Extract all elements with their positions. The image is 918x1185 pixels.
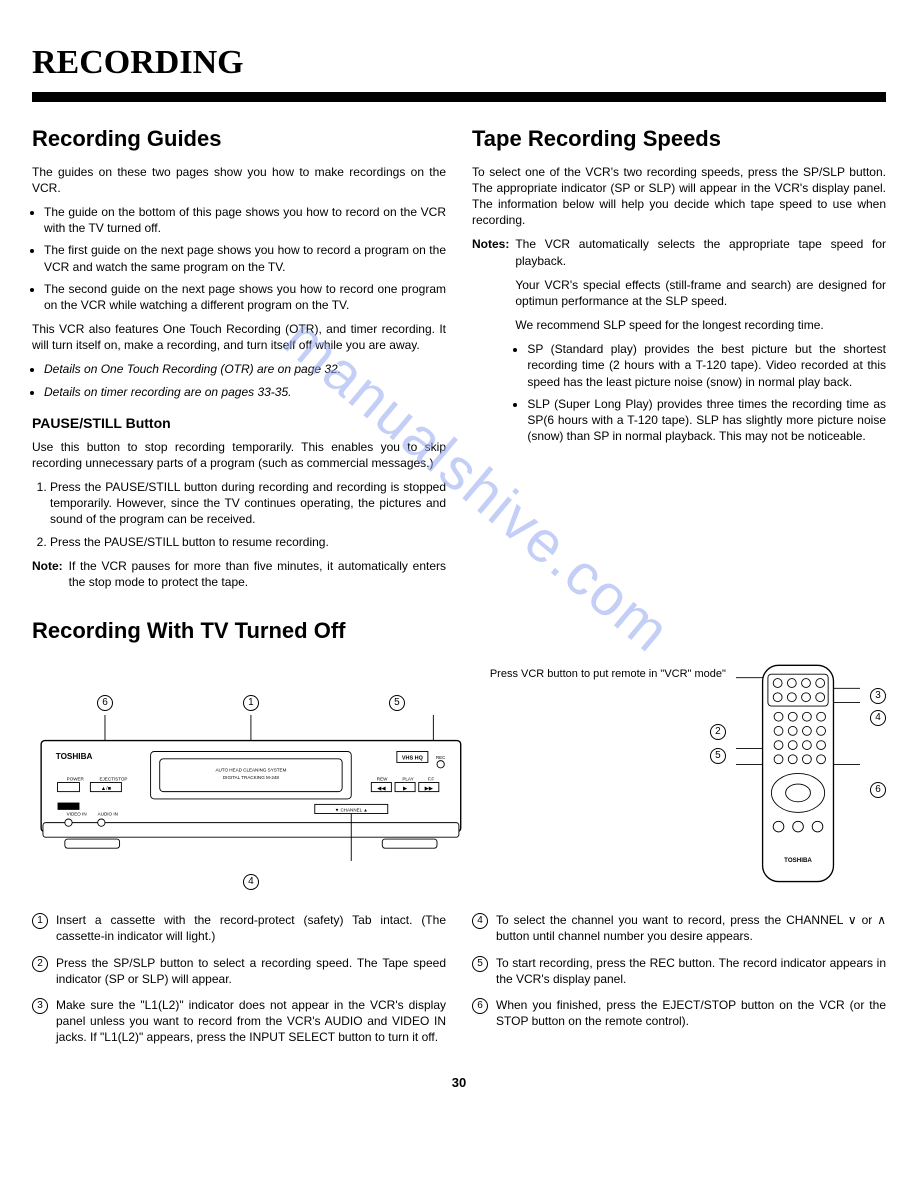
diagram-area: 6 1 5 TOSHIBA AUTO HEAD CLEANING SYSTEM … (32, 660, 886, 890)
step: 6 When you finished, press the EJECT/STO… (472, 997, 886, 1029)
pause-step: Press the PAUSE/STILL button to resume r… (50, 534, 446, 550)
callout-6: 6 (870, 782, 886, 798)
guides-bullets: The guide on the bottom of this page sho… (32, 204, 446, 313)
pause-step: Press the PAUSE/STILL button during reco… (50, 479, 446, 528)
pause-paragraph: Use this button to stop recording tempor… (32, 439, 446, 471)
svg-text:PLAY: PLAY (402, 777, 413, 782)
svg-text:AUDIO IN: AUDIO IN (98, 812, 118, 817)
remote-diagram: Press VCR button to put remote in "VCR" … (490, 660, 886, 890)
vcr-label1: AUTO HEAD CLEANING SYSTEM (215, 768, 286, 773)
step-text: To select the channel you want to record… (496, 912, 886, 944)
remote-caption: Press VCR button to put remote in "VCR" … (490, 668, 726, 682)
callout-5: 5 (389, 695, 405, 711)
step-text: Make sure the "L1(L2)" indicator does no… (56, 997, 446, 1046)
note-body: If the VCR pauses for more than five min… (69, 558, 446, 590)
svg-text:▼ CHANNEL ▲: ▼ CHANNEL ▲ (335, 808, 368, 813)
vcr-top-callouts: 6 1 5 (32, 693, 470, 711)
recording-tv-off-heading: Recording With TV Turned Off (32, 616, 886, 646)
step-num: 5 (472, 956, 488, 972)
svg-text:F.F: F.F (428, 777, 435, 782)
callout-2: 2 (710, 724, 726, 740)
otr-paragraph: This VCR also features One Touch Recordi… (32, 321, 446, 353)
vcr-diagram: 6 1 5 TOSHIBA AUTO HEAD CLEANING SYSTEM … (32, 693, 470, 890)
svg-text:▶▶: ▶▶ (425, 786, 433, 792)
pause-heading: PAUSE/STILL Button (32, 414, 446, 433)
svg-text:TOSHIBA: TOSHIBA (784, 857, 812, 864)
callout-3: 3 (870, 688, 886, 704)
detail-timer: Details on timer recording are on pages … (44, 384, 446, 400)
callout-6: 6 (97, 695, 113, 711)
steps-left: 1 Insert a cassette with the record-prot… (32, 912, 446, 1055)
pause-steps: Press the PAUSE/STILL button during reco… (32, 479, 446, 550)
step: 2 Press the SP/SLP button to select a re… (32, 955, 446, 987)
right-column: Tape Recording Speeds To select one of t… (472, 124, 886, 598)
step: 1 Insert a cassette with the record-prot… (32, 912, 446, 944)
svg-text:REW: REW (377, 777, 388, 782)
speed-note: Your VCR's special effects (still-frame … (515, 277, 886, 309)
guide-bullet: The guide on the bottom of this page sho… (44, 204, 446, 236)
recording-guides-heading: Recording Guides (32, 124, 446, 154)
sp-bullet: SP (Standard play) provides the best pic… (527, 341, 886, 390)
svg-text:EJECT/STOP: EJECT/STOP (100, 777, 128, 782)
guides-intro: The guides on these two pages show you h… (32, 164, 446, 196)
step: 4 To select the channel you want to reco… (472, 912, 886, 944)
speed-note: The VCR automatically selects the approp… (515, 236, 886, 268)
svg-text:VIDEO IN: VIDEO IN (67, 812, 87, 817)
title-rule (32, 92, 886, 102)
left-column: Recording Guides The guides on these two… (32, 124, 446, 598)
svg-text:▶: ▶ (403, 786, 407, 792)
vcr-label2: DIGITAL TRACKING M-248 (223, 775, 279, 780)
remote-svg: TOSHIBA (736, 660, 860, 890)
callout-4: 4 (243, 874, 259, 890)
top-columns: Recording Guides The guides on these two… (32, 124, 886, 598)
svg-text:▲/■: ▲/■ (101, 786, 111, 792)
step-num: 6 (472, 998, 488, 1014)
step-num: 4 (472, 913, 488, 929)
page-number: 30 (32, 1074, 886, 1092)
speed-bullets: SP (Standard play) provides the best pic… (515, 341, 886, 444)
step: 3 Make sure the "L1(L2)" indicator does … (32, 997, 446, 1046)
detail-bullets: Details on One Touch Recording (OTR) are… (32, 361, 446, 399)
step-num: 3 (32, 998, 48, 1014)
svg-text:POWER: POWER (67, 777, 85, 782)
callout-1: 1 (243, 695, 259, 711)
vcr-svg: TOSHIBA AUTO HEAD CLEANING SYSTEM DIGITA… (32, 715, 470, 870)
guide-bullet: The second guide on the next page shows … (44, 281, 446, 313)
svg-text:VHS HQ: VHS HQ (402, 756, 424, 762)
callout-4: 4 (870, 710, 886, 726)
step-text: Press the SP/SLP button to select a reco… (56, 955, 446, 987)
tape-speeds-heading: Tape Recording Speeds (472, 124, 886, 154)
step: 5 To start recording, press the REC butt… (472, 955, 886, 987)
page-title: RECORDING (32, 40, 886, 86)
speeds-intro: To select one of the VCR's two recording… (472, 164, 886, 229)
detail-otr: Details on One Touch Recording (OTR) are… (44, 361, 446, 377)
note-label: Note: (32, 558, 63, 590)
step-text: To start recording, press the REC button… (496, 955, 886, 987)
steps-right: 4 To select the channel you want to reco… (472, 912, 886, 1055)
callout-5: 5 (710, 748, 726, 764)
pause-note: Note: If the VCR pauses for more than fi… (32, 558, 446, 590)
speeds-notes: Notes: The VCR automatically selects the… (472, 236, 886, 452)
vcr-bottom-callout-row: 4 (32, 872, 470, 890)
svg-text:REC: REC (436, 755, 446, 760)
notes-label: Notes: (472, 236, 509, 452)
vcr-brand: TOSHIBA (56, 752, 93, 761)
step-text: Insert a cassette with the record-protec… (56, 912, 446, 944)
step-text: When you finished, press the EJECT/STOP … (496, 997, 886, 1029)
speed-note: We recommend SLP speed for the longest r… (515, 317, 886, 333)
steps-columns: 1 Insert a cassette with the record-prot… (32, 912, 886, 1055)
slp-bullet: SLP (Super Long Play) provides three tim… (527, 396, 886, 445)
notes-body: The VCR automatically selects the approp… (515, 236, 886, 452)
svg-text:◀◀: ◀◀ (377, 786, 385, 792)
guide-bullet: The first guide on the next page shows y… (44, 242, 446, 274)
step-num: 2 (32, 956, 48, 972)
step-num: 1 (32, 913, 48, 929)
